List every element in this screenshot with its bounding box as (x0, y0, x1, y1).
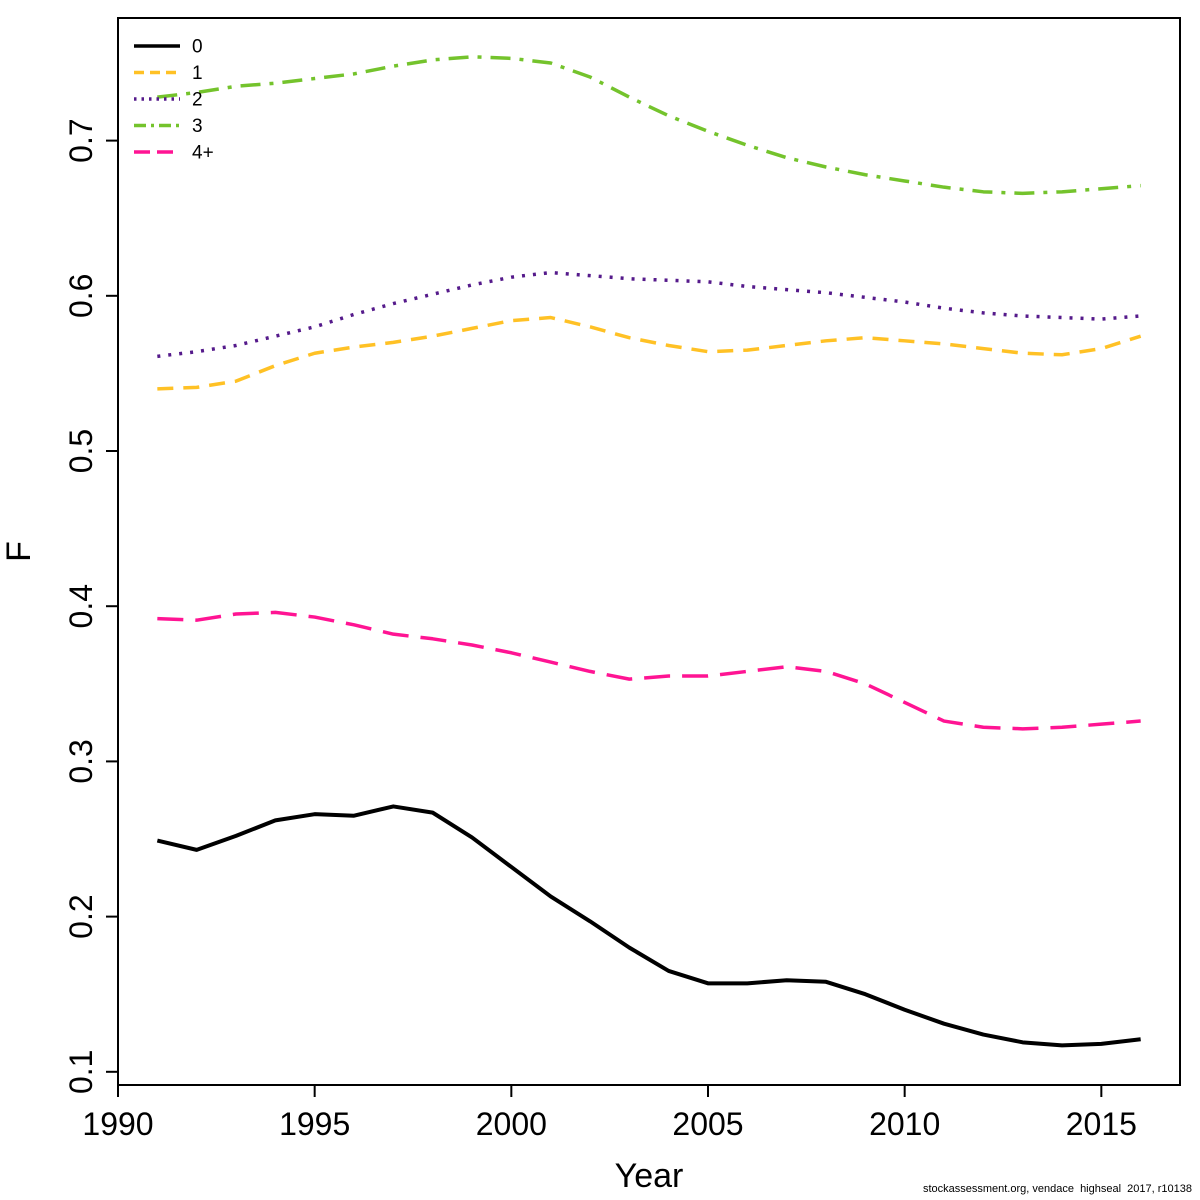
x-tick-label: 2010 (869, 1106, 940, 1142)
legend-label-2: 2 (192, 90, 203, 111)
plot-border (117, 17, 1181, 1086)
y-tick-label: 0.3 (63, 739, 99, 783)
y-tick-label: 0.7 (63, 118, 99, 162)
x-axis: 1990 1995 2000 2005 2010 2015 (82, 1085, 1137, 1142)
x-tick-label: 1995 (279, 1106, 350, 1142)
y-axis: 0.1 0.2 0.3 0.4 0.5 0.6 0.7 (63, 118, 118, 1094)
y-tick-label: 0.2 (63, 894, 99, 938)
y-tick-label: 0.6 (63, 274, 99, 318)
series-line-4+ (157, 610, 1141, 731)
series-line-2 (157, 270, 1141, 359)
x-tick-label: 2005 (672, 1106, 743, 1142)
x-axis-title: Year (615, 1157, 684, 1195)
x-tick-label: 2000 (476, 1106, 547, 1142)
series-line-3 (157, 55, 1141, 196)
y-tick-label: 0.1 (63, 1050, 99, 1094)
series-line-0 (156, 804, 1141, 1048)
watermark-text: stockassessment.org, vendace highseal 20… (922, 1183, 1192, 1195)
legend-label-4+: 4+ (192, 143, 214, 164)
legend: 0 1 2 3 4+ (134, 37, 214, 164)
x-tick-label: 2015 (1066, 1106, 1137, 1142)
x-tick-label: 1990 (82, 1106, 153, 1142)
y-tick-label: 0.5 (63, 429, 99, 473)
legend-label-3: 3 (192, 116, 203, 137)
series-line-1 (157, 315, 1142, 391)
legend-label-1: 1 (192, 63, 203, 84)
series-lines (156, 55, 1142, 1048)
y-tick-label: 0.4 (63, 584, 99, 628)
legend-label-0: 0 (192, 37, 203, 58)
y-axis-title: F (0, 541, 38, 562)
